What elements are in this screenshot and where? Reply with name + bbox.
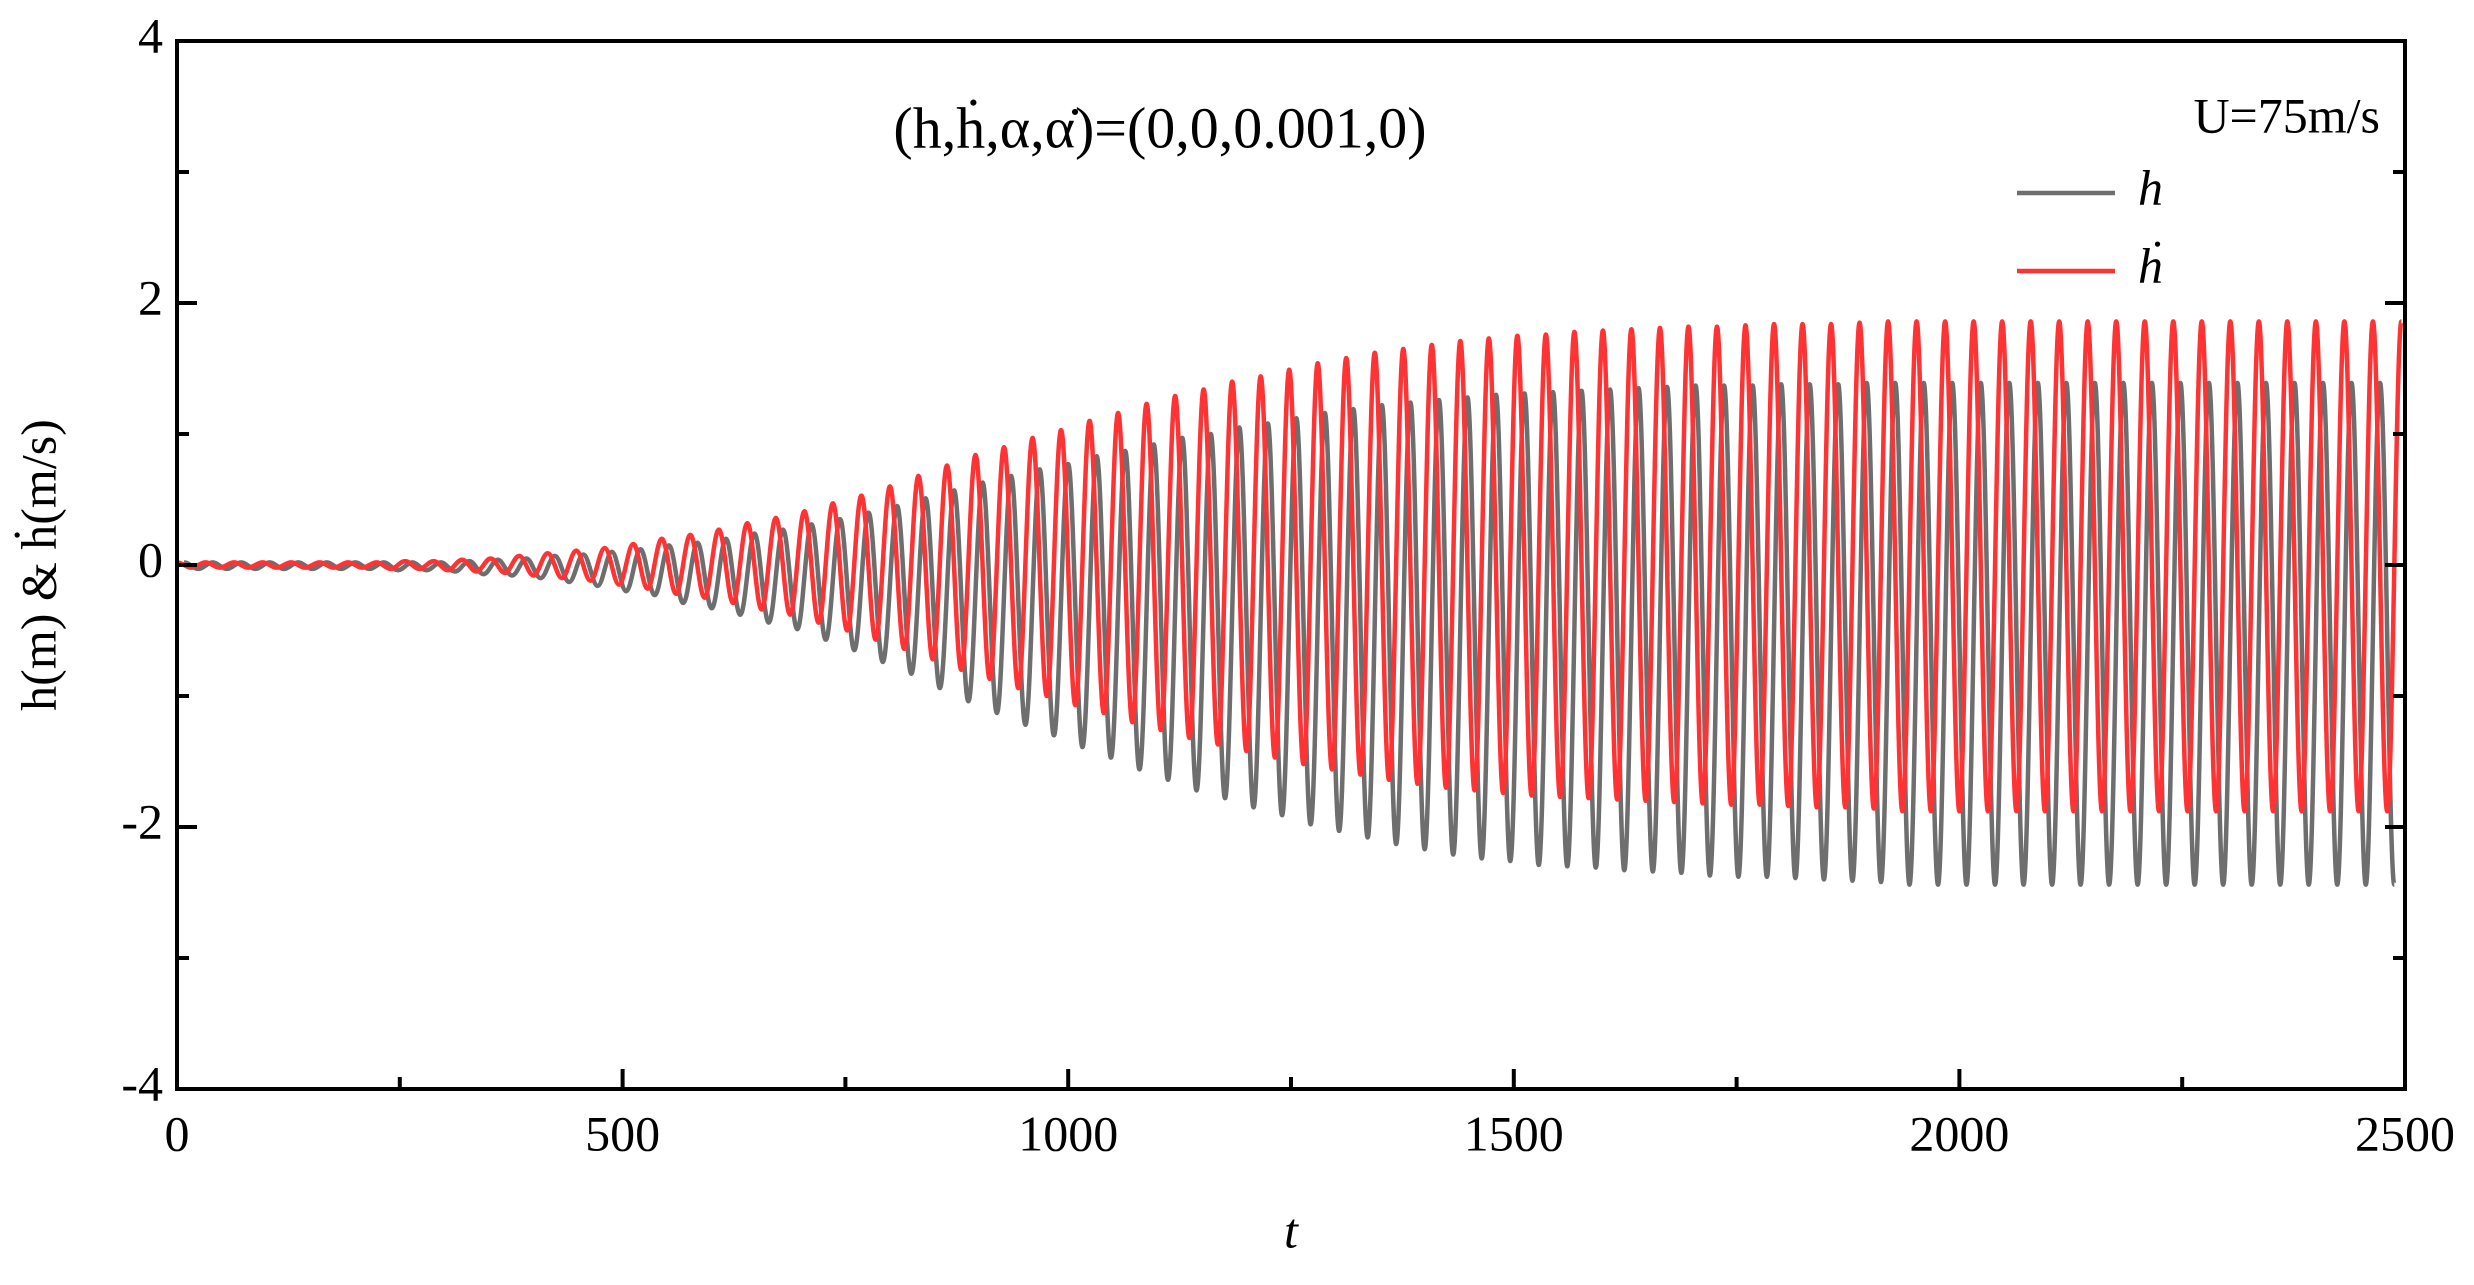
x-tick-label: 500 bbox=[585, 1105, 660, 1161]
x-axis-label: t bbox=[1284, 1202, 1299, 1258]
x-tick-label: 1000 bbox=[1018, 1105, 1118, 1161]
x-tick-label: 2000 bbox=[1909, 1105, 2009, 1161]
y-axis-label: h(m) & ḣ(m/s) bbox=[10, 419, 66, 711]
x-tick-label: 1500 bbox=[1464, 1105, 1564, 1161]
series-line bbox=[176, 319, 2404, 814]
speed-annotation: U=75m/s bbox=[2193, 87, 2380, 143]
initial-condition: (h,ḣ,α,α̇)=(0,0,0.001,0) bbox=[893, 95, 1426, 160]
series-line bbox=[183, 380, 2397, 887]
y-tick-label: 2 bbox=[138, 269, 163, 325]
x-tick-label: 0 bbox=[165, 1105, 190, 1161]
y-tick-label: -2 bbox=[121, 793, 163, 849]
legend-label: ḣ bbox=[2138, 237, 2163, 293]
legend: hḣ bbox=[2017, 159, 2163, 293]
y-tick-label: 0 bbox=[138, 531, 163, 587]
legend-label: h bbox=[2138, 159, 2163, 215]
y-tick-label: -4 bbox=[121, 1055, 163, 1111]
y-tick-label: 4 bbox=[138, 7, 163, 63]
x-tick-label: 2500 bbox=[2355, 1105, 2455, 1161]
